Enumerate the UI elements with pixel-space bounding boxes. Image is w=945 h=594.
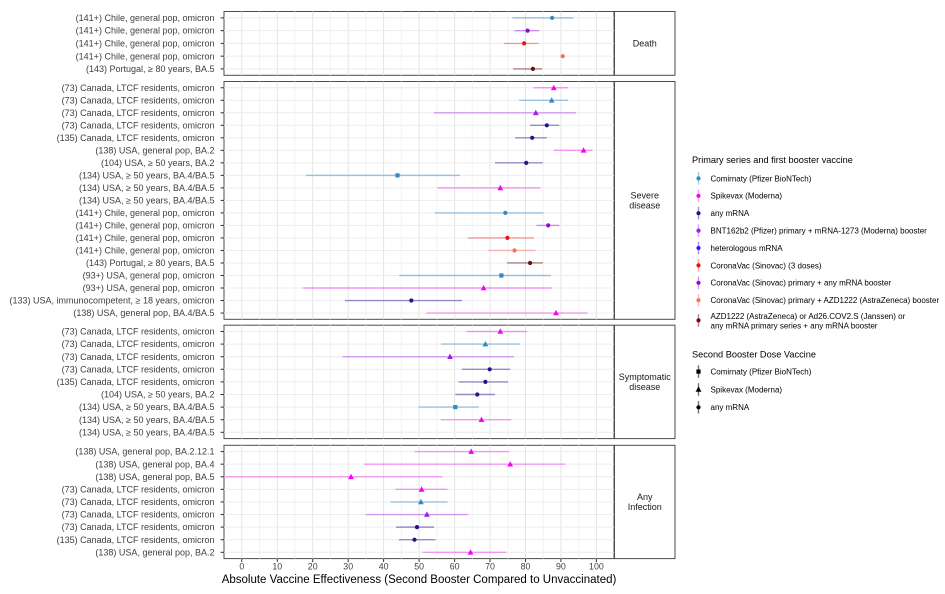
svg-text:(93+) USA, general pop, omicro: (93+) USA, general pop, omicron xyxy=(83,271,215,281)
svg-text:(138) USA, general pop, BA.2: (138) USA, general pop, BA.2 xyxy=(95,547,214,557)
svg-text:(134) USA, ≥ 50 years, BA.4/BA: (134) USA, ≥ 50 years, BA.4/BA.5 xyxy=(79,402,215,412)
svg-text:(135) Canada, LTCF residents,: (135) Canada, LTCF residents, omicron xyxy=(57,377,215,387)
svg-text:CoronaVac (Sinovac) primary +: CoronaVac (Sinovac) primary + AZD1222 (A… xyxy=(711,296,940,305)
svg-text:10: 10 xyxy=(272,561,282,571)
svg-text:(138) USA, general pop, BA.2: (138) USA, general pop, BA.2 xyxy=(95,145,214,155)
svg-text:(138) USA, general pop, BA.5: (138) USA, general pop, BA.5 xyxy=(95,472,214,482)
svg-text:(93+) USA, general pop, omicro: (93+) USA, general pop, omicron xyxy=(83,283,215,293)
svg-text:(141+) Chile, general pop, omi: (141+) Chile, general pop, omicron xyxy=(76,221,215,231)
svg-text:(73) Canada, LTCF residents, o: (73) Canada, LTCF residents, omicron xyxy=(62,497,215,507)
svg-text:(134) USA, ≥ 50 years, BA.4/BA: (134) USA, ≥ 50 years, BA.4/BA.5 xyxy=(79,196,215,206)
svg-text:(134) USA, ≥ 50 years, BA.4/BA: (134) USA, ≥ 50 years, BA.4/BA.5 xyxy=(79,415,215,425)
svg-text:(143) Portugal, ≥ 80 years, BA: (143) Portugal, ≥ 80 years, BA.5 xyxy=(86,258,215,268)
svg-text:Second Booster Dose Vaccine: Second Booster Dose Vaccine xyxy=(692,350,816,360)
svg-text:(73) Canada, LTCF residents, o: (73) Canada, LTCF residents, omicron xyxy=(62,339,215,349)
svg-text:30: 30 xyxy=(343,561,353,571)
svg-text:(138) USA, general pop, BA.4: (138) USA, general pop, BA.4 xyxy=(95,459,214,469)
svg-text:(133) USA, immunocompetent, ≥: (133) USA, immunocompetent, ≥ 18 years, … xyxy=(9,296,214,306)
svg-text:(134) USA, ≥ 50 years, BA.4/BA: (134) USA, ≥ 50 years, BA.4/BA.5 xyxy=(79,170,215,180)
svg-text:heterologous mRNA: heterologous mRNA xyxy=(711,244,784,253)
svg-text:(73) Canada, LTCF residents, o: (73) Canada, LTCF residents, omicron xyxy=(62,95,215,105)
svg-text:(135) Canada, LTCF residents,: (135) Canada, LTCF residents, omicron xyxy=(57,535,215,545)
svg-text:Symptomatic: Symptomatic xyxy=(619,372,672,382)
svg-text:(73) Canada, LTCF residents, o: (73) Canada, LTCF residents, omicron xyxy=(62,522,215,532)
svg-text:(73) Canada, LTCF residents, o: (73) Canada, LTCF residents, omicron xyxy=(62,510,215,520)
svg-text:(141+) Chile, general pop, omi: (141+) Chile, general pop, omicron xyxy=(76,26,215,36)
svg-text:(143) Portugal, ≥ 80 years, BA: (143) Portugal, ≥ 80 years, BA.5 xyxy=(86,64,215,74)
svg-text:any mRNA primary series + any: any mRNA primary series + any mRNA boost… xyxy=(711,321,878,330)
svg-text:(73) Canada, LTCF residents, o: (73) Canada, LTCF residents, omicron xyxy=(62,352,215,362)
svg-text:(141+) Chile, general pop, omi: (141+) Chile, general pop, omicron xyxy=(76,51,215,61)
svg-text:(73) Canada, LTCF residents, o: (73) Canada, LTCF residents, omicron xyxy=(62,484,215,494)
svg-text:(134) USA, ≥ 50 years, BA.4/BA: (134) USA, ≥ 50 years, BA.4/BA.5 xyxy=(79,183,215,193)
svg-text:50: 50 xyxy=(414,561,424,571)
svg-text:(141+) Chile, general pop, omi: (141+) Chile, general pop, omicron xyxy=(76,39,215,49)
svg-text:CoronaVac (Sinovac) (3 doses): CoronaVac (Sinovac) (3 doses) xyxy=(711,261,822,270)
svg-text:Primary series and first boost: Primary series and first booster vaccine xyxy=(692,155,853,165)
svg-text:Spikevax (Moderna): Spikevax (Moderna) xyxy=(711,192,783,201)
svg-text:(141+) Chile, general pop, omi: (141+) Chile, general pop, omicron xyxy=(76,208,215,218)
svg-text:100: 100 xyxy=(589,561,604,571)
svg-text:(134) USA, ≥ 50 years, BA.4/BA: (134) USA, ≥ 50 years, BA.4/BA.5 xyxy=(79,427,215,437)
svg-text:(135) Canada, LTCF residents,: (135) Canada, LTCF residents, omicron xyxy=(57,133,215,143)
svg-text:Comirnaty (Pfizer BioNTech): Comirnaty (Pfizer BioNTech) xyxy=(711,368,812,377)
svg-text:(141+) Chile, general pop, omi: (141+) Chile, general pop, omicron xyxy=(76,246,215,256)
svg-text:(141+) Chile, general pop, omi: (141+) Chile, general pop, omicron xyxy=(76,233,215,243)
svg-text:Any: Any xyxy=(637,492,653,502)
svg-text:any mRNA: any mRNA xyxy=(711,209,750,218)
svg-text:AZD1222 (AstraZeneca) or Ad26.: AZD1222 (AstraZeneca) or Ad26.COV2.S (Ja… xyxy=(711,312,906,321)
svg-text:Infection: Infection xyxy=(628,502,662,512)
svg-text:Spikevax (Moderna): Spikevax (Moderna) xyxy=(711,385,783,394)
svg-text:(73) Canada, LTCF residents, o: (73) Canada, LTCF residents, omicron xyxy=(62,327,215,337)
svg-text:(73) Canada, LTCF residents, o: (73) Canada, LTCF residents, omicron xyxy=(62,108,215,118)
svg-text:disease: disease xyxy=(629,201,660,211)
svg-text:(104) USA, ≥ 50 years, BA.2: (104) USA, ≥ 50 years, BA.2 xyxy=(101,158,215,168)
svg-text:60: 60 xyxy=(450,561,460,571)
svg-text:Absolute Vaccine Effectiveness: Absolute Vaccine Effectiveness (Second B… xyxy=(222,574,617,586)
svg-text:Comirnaty (Pfizer BioNTech): Comirnaty (Pfizer BioNTech) xyxy=(711,174,812,183)
svg-text:disease: disease xyxy=(629,382,660,392)
svg-text:BNT162b2 (Pfizer) primary + mR: BNT162b2 (Pfizer) primary + mRNA-1273 (M… xyxy=(711,227,928,236)
svg-text:Death: Death xyxy=(633,39,657,49)
svg-text:40: 40 xyxy=(379,561,389,571)
svg-text:any mRNA: any mRNA xyxy=(711,403,750,412)
svg-text:80: 80 xyxy=(521,561,531,571)
svg-text:(73) Canada, LTCF residents, o: (73) Canada, LTCF residents, omicron xyxy=(62,364,215,374)
svg-text:20: 20 xyxy=(308,561,318,571)
svg-text:(138) USA, general pop, BA.4/B: (138) USA, general pop, BA.4/BA.5 xyxy=(73,308,214,318)
svg-text:0: 0 xyxy=(239,561,244,571)
svg-text:CoronaVac (Sinovac) primary +: CoronaVac (Sinovac) primary + any mRNA b… xyxy=(711,279,892,288)
svg-text:(138) USA, general pop, BA.2.1: (138) USA, general pop, BA.2.12.1 xyxy=(75,447,214,457)
svg-text:(104) USA, ≥ 50 years, BA.2: (104) USA, ≥ 50 years, BA.2 xyxy=(101,390,215,400)
svg-text:70: 70 xyxy=(485,561,495,571)
svg-text:(73) Canada, LTCF residents, o: (73) Canada, LTCF residents, omicron xyxy=(62,120,215,130)
svg-text:90: 90 xyxy=(556,561,566,571)
svg-text:(141+) Chile, general pop, omi: (141+) Chile, general pop, omicron xyxy=(76,13,215,23)
svg-text:Severe: Severe xyxy=(631,191,660,201)
svg-text:(73) Canada, LTCF residents, o: (73) Canada, LTCF residents, omicron xyxy=(62,83,215,93)
